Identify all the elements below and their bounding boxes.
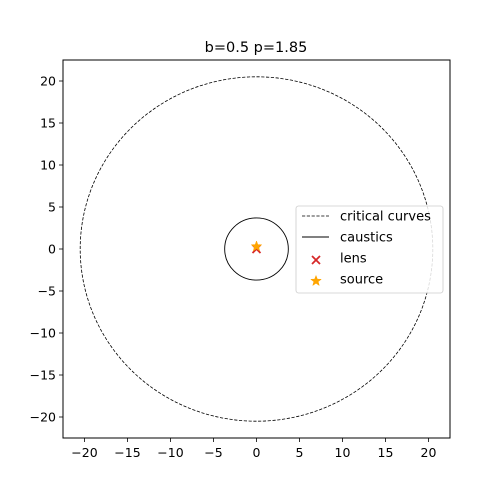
y-tick-label: 10 — [40, 158, 56, 173]
x-tick-label: 20 — [421, 445, 437, 460]
y-tick-label: 15 — [40, 116, 56, 131]
legend-box — [295, 205, 444, 294]
x-tick-label: −20 — [71, 445, 97, 460]
y-tick-label: −15 — [30, 368, 56, 383]
y-tick-label: −5 — [38, 284, 56, 299]
source-legend-handle — [310, 274, 322, 287]
x-tick-label: 15 — [378, 445, 394, 460]
critical-curves-legend-label: critical curves — [340, 210, 431, 225]
y-tick-label: 20 — [40, 74, 56, 89]
x-tick-label: 10 — [335, 445, 351, 460]
y-tick-label: 5 — [48, 200, 56, 215]
y-tick-label: −20 — [30, 410, 56, 425]
x-tick-label: 0 — [253, 445, 261, 460]
x-tick-label: −10 — [157, 445, 183, 460]
caustics-curve — [224, 217, 289, 281]
caustics-legend-label: caustics — [340, 231, 393, 246]
legend: critical curves caustics lens source — [295, 205, 444, 294]
x-tick-label: −15 — [114, 445, 140, 460]
y-tick-label: −10 — [30, 326, 56, 341]
axis-ticks: −20 −15 −10 −5 0 5 10 15 20 −20 −15 −10 −5 0 5 10 15 20 — [30, 74, 437, 461]
chart-title: b=0.5 p=1.85 — [205, 40, 308, 56]
x-tick-label: 5 — [296, 445, 304, 460]
source-legend-label: source — [340, 273, 383, 288]
lens-legend-handle — [311, 255, 321, 265]
lens-legend-label: lens — [340, 252, 367, 267]
x-tick-label: −5 — [204, 445, 222, 460]
source-point — [250, 240, 263, 252]
y-tick-label: 0 — [48, 242, 56, 257]
